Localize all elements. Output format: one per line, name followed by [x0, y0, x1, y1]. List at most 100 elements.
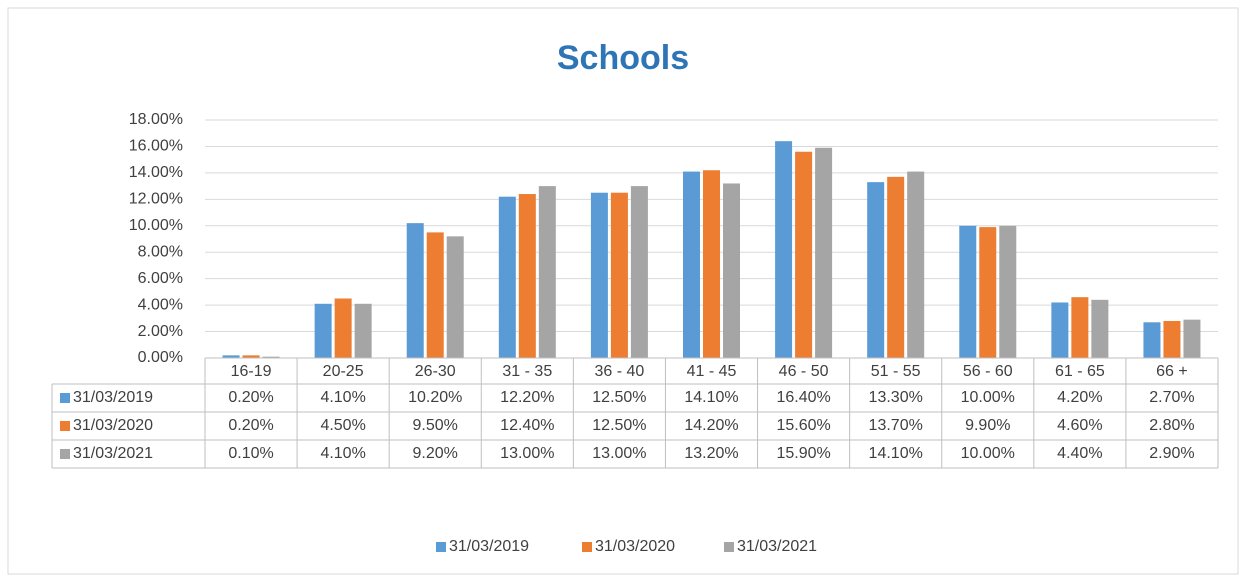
x-tick-label: 36 - 40 — [595, 363, 645, 380]
bar — [446, 236, 464, 358]
bar — [590, 192, 608, 358]
table-cell: 4.60% — [1057, 417, 1102, 434]
table-cell: 0.20% — [228, 389, 273, 406]
bar — [887, 176, 905, 358]
bar — [775, 141, 793, 358]
table-cell: 9.90% — [965, 417, 1010, 434]
table-cell: 4.10% — [320, 389, 365, 406]
x-tick-label: 56 - 60 — [963, 363, 1013, 380]
bar — [683, 171, 700, 358]
bar — [999, 225, 1017, 358]
x-tick-label: 20-25 — [323, 363, 364, 380]
table-cell: 15.90% — [776, 445, 830, 462]
x-tick-label: 46 - 50 — [779, 363, 829, 380]
bar — [1143, 322, 1161, 358]
table-cell: 0.20% — [228, 417, 273, 434]
table-cell: 12.50% — [592, 389, 646, 406]
bar — [262, 356, 280, 358]
bar — [406, 223, 424, 358]
legend-key — [436, 542, 446, 552]
table-cell: 9.50% — [413, 417, 458, 434]
bar — [1071, 297, 1089, 358]
table-cell: 9.20% — [413, 445, 458, 462]
table-cell: 2.80% — [1149, 417, 1194, 434]
table-cell: 12.40% — [500, 417, 554, 434]
bar — [222, 355, 240, 358]
y-tick-label: 14.00% — [129, 164, 183, 181]
table-cell: 14.20% — [684, 417, 738, 434]
table-cell: 12.20% — [500, 389, 554, 406]
table-cell: 4.50% — [320, 417, 365, 434]
table-row-label: 31/03/2019 — [73, 389, 153, 406]
y-tick-label: 10.00% — [129, 217, 183, 234]
bar — [1091, 299, 1109, 358]
legend-key — [582, 542, 592, 552]
bar — [723, 183, 740, 358]
table-cell: 10.00% — [961, 445, 1015, 462]
bar — [1183, 319, 1201, 358]
bar — [518, 194, 536, 358]
bar — [1051, 302, 1069, 358]
x-tick-label: 31 - 35 — [502, 363, 552, 380]
table-cell: 4.40% — [1057, 445, 1102, 462]
table-cell: 0.10% — [228, 445, 273, 462]
x-tick-label: 51 - 55 — [871, 363, 921, 380]
table-cell: 2.70% — [1149, 389, 1194, 406]
table-cell: 14.10% — [684, 389, 738, 406]
table-cell: 2.90% — [1149, 445, 1194, 462]
y-tick-label: 8.00% — [138, 243, 183, 260]
table-row-label: 31/03/2020 — [73, 417, 153, 434]
table-cell: 4.10% — [320, 445, 365, 462]
legend-label: 31/03/2020 — [595, 538, 675, 555]
legend-key — [60, 449, 70, 459]
y-tick-label: 18.00% — [129, 111, 183, 128]
y-tick-label: 6.00% — [138, 270, 183, 287]
table-cell: 13.20% — [684, 445, 738, 462]
y-tick-label: 12.00% — [129, 191, 183, 208]
x-tick-label: 26-30 — [415, 363, 456, 380]
bar — [979, 227, 997, 358]
chart-title: Schools — [557, 39, 689, 77]
table-cell: 13.30% — [869, 389, 923, 406]
legend-key — [60, 393, 70, 403]
bar — [426, 232, 444, 358]
bar — [314, 303, 332, 358]
bar — [703, 170, 720, 358]
table-cell: 13.00% — [500, 445, 554, 462]
x-tick-label: 61 - 65 — [1055, 363, 1105, 380]
table-cell: 10.00% — [961, 389, 1015, 406]
table-cell: 10.20% — [408, 389, 462, 406]
bar — [354, 303, 372, 358]
y-tick-label: 4.00% — [138, 296, 183, 313]
x-tick-label: 41 - 45 — [687, 363, 737, 380]
bar — [538, 186, 556, 358]
table-row-label: 31/03/2021 — [73, 445, 153, 462]
bar — [242, 355, 260, 358]
y-tick-label: 16.00% — [129, 138, 183, 155]
table-cell: 15.60% — [776, 417, 830, 434]
table-cell: 14.10% — [869, 445, 923, 462]
bar — [334, 298, 352, 358]
bar — [867, 182, 885, 358]
bar — [498, 196, 516, 358]
legend-key — [724, 542, 734, 552]
bar — [1163, 320, 1181, 358]
table-cell: 16.40% — [776, 389, 830, 406]
y-tick-label: 0.00% — [138, 349, 183, 366]
table-cell: 12.50% — [592, 417, 646, 434]
x-tick-label: 16-19 — [231, 363, 272, 380]
legend-label: 31/03/2021 — [737, 538, 817, 555]
bar — [907, 171, 925, 358]
table-cell: 4.20% — [1057, 389, 1102, 406]
bar — [795, 151, 813, 358]
y-tick-label: 2.00% — [138, 323, 183, 340]
table-cell: 13.70% — [869, 417, 923, 434]
bar — [610, 192, 628, 358]
bar — [630, 186, 648, 358]
table-cell: 13.00% — [592, 445, 646, 462]
bar — [959, 225, 977, 358]
legend-label: 31/03/2019 — [449, 538, 529, 555]
legend-key — [60, 421, 70, 431]
bar — [815, 147, 833, 358]
